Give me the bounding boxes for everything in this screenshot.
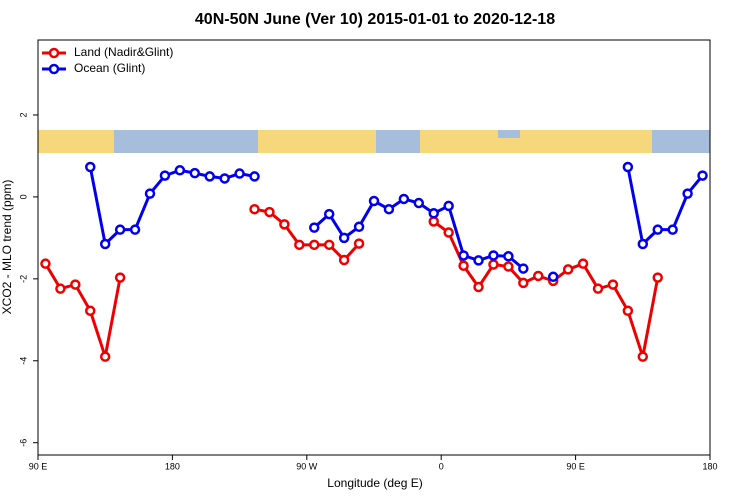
point [473,255,484,266]
point [85,305,96,317]
y-axis-label: XCO2 - MLO trend (ppm) [0,180,14,315]
point [383,203,395,215]
point [458,260,469,271]
point [622,161,634,173]
point [279,219,290,230]
point [503,261,514,272]
point [428,208,439,219]
map-land [258,130,376,153]
x-tick-label: 90 E [566,461,585,471]
y-tick-label: -6 [18,439,28,447]
point [503,251,514,262]
point [488,250,499,261]
map-sea [498,130,520,138]
point [622,305,634,317]
y-tick-label: -2 [18,275,28,283]
point [652,224,663,235]
x-tick-label: 90 E [29,461,48,471]
point [40,258,51,269]
point [338,232,350,244]
point [234,168,245,179]
point [353,221,365,233]
point [114,224,126,235]
point [189,167,201,179]
point [99,351,111,362]
point [144,188,156,199]
point [518,277,529,289]
point [70,279,81,290]
legend-label: Land (Nadir&Glint) [74,45,173,59]
point [637,238,649,250]
point [309,239,320,251]
map-land [420,130,652,153]
point [413,197,425,209]
point [533,270,544,282]
point [323,208,335,220]
x-tick-label: 180 [702,461,717,471]
point [129,224,141,235]
point [159,170,171,181]
point [562,264,574,275]
chart-title: 40N-50N June (Ver 10) 2015-01-01 to 2020… [195,11,555,28]
point [682,188,693,199]
point [353,238,365,249]
y-tick-label: 2 [18,112,28,117]
point [473,281,484,293]
point [219,173,230,184]
point [637,351,649,362]
x-tick-label: 0 [439,461,444,471]
point [428,216,439,227]
x-tick-label: 90 W [296,461,318,471]
legend-label: Ocean (Glint) [74,61,145,75]
plot-frame [37,39,711,456]
point [309,222,320,233]
point [55,283,66,294]
point [488,259,499,270]
point [249,171,260,182]
point [667,224,678,235]
point [338,254,350,266]
point [114,272,126,283]
point [443,200,454,212]
point [85,161,96,173]
x-axis-label: Longitude (deg E) [327,476,422,490]
y-tick-label: -4 [18,357,28,365]
point [592,283,604,294]
map-strip [38,130,710,153]
point [294,239,305,251]
point [577,258,589,269]
legend-marker [48,47,60,59]
point [99,238,111,250]
point [458,250,469,261]
y-tick-label: 0 [18,194,28,199]
point [398,193,410,205]
point [518,263,529,274]
x-tick-label: 180 [165,461,180,471]
point [174,165,186,176]
legend-marker [48,63,60,75]
point [652,272,663,283]
point [264,206,275,218]
point [443,227,454,238]
map-land [38,130,114,153]
point [323,239,335,251]
point [547,271,559,283]
point [697,170,708,181]
point [607,279,619,290]
series-line [88,166,704,270]
point [249,203,260,215]
point [368,195,380,207]
point [204,171,215,182]
